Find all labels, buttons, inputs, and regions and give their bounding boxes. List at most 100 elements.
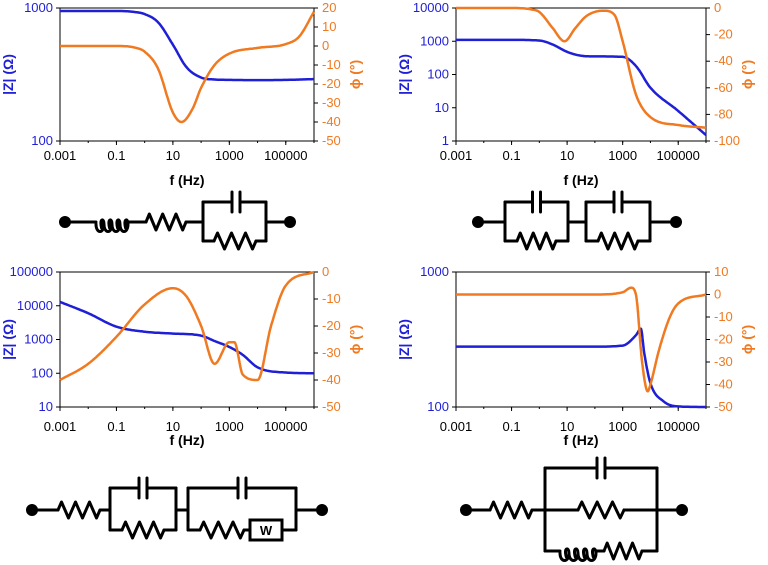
magnitude-series <box>456 327 707 409</box>
phase-series <box>59 270 315 382</box>
right-tick-label: -10 <box>322 57 341 72</box>
resistor-symbol <box>120 520 166 540</box>
x-tick-label: 100000 <box>657 419 700 434</box>
x-axis-label: f (Hz) <box>170 432 205 448</box>
right-tick-label: -20 <box>322 76 341 91</box>
right-axis-label: ϕ (°) <box>347 325 363 354</box>
x-tick-label: 100000 <box>657 148 700 163</box>
right-tick-label: -20 <box>714 27 733 42</box>
x-tick-label: 10 <box>166 148 180 163</box>
x-tick-label: 10 <box>166 419 180 434</box>
resistor-symbol <box>56 500 102 520</box>
right-tick-label: -50 <box>714 399 733 414</box>
right-tick-label: 20 <box>322 0 336 15</box>
resistor-symbol <box>602 541 644 561</box>
left-tick-label: 100 <box>427 399 449 414</box>
left-tick-label: 10000 <box>413 0 449 15</box>
right-tick-label: 0 <box>322 38 329 53</box>
x-tick-label: 0.1 <box>503 148 521 163</box>
right-tick-label: -30 <box>322 345 341 360</box>
left-tick-label: 1000 <box>420 264 449 279</box>
resistor-symbol <box>515 231 558 251</box>
right-tick-label: -30 <box>714 354 733 369</box>
terminal-node <box>284 216 296 228</box>
x-tick-label: 0.001 <box>44 148 77 163</box>
x-tick-label: 1000 <box>608 148 637 163</box>
x-tick-label: 0.1 <box>107 419 125 434</box>
plot-frame <box>455 271 707 408</box>
left-tick-label: 10 <box>39 399 53 414</box>
right-tick-label: -50 <box>322 133 341 148</box>
x-tick-label: 0.001 <box>440 419 473 434</box>
right-tick-label: -10 <box>322 291 341 306</box>
left-tick-label: 1000 <box>24 332 53 347</box>
right-tick-label: -30 <box>322 95 341 110</box>
circuit-4 <box>460 456 688 562</box>
right-axis-label: ϕ (°) <box>739 325 755 354</box>
x-tick-label: 0.001 <box>440 148 473 163</box>
left-tick-label: 1 <box>442 133 449 148</box>
x-axis-label: f (Hz) <box>564 172 599 188</box>
x-tick-label: 100000 <box>264 419 307 434</box>
magnitude-series <box>456 38 707 137</box>
left-tick-label: 10 <box>435 100 449 115</box>
resistor-symbol <box>596 231 640 251</box>
equivalent-circuits: W <box>26 190 688 562</box>
warburg-label: W <box>260 523 273 538</box>
left-tick-label: 100000 <box>10 264 53 279</box>
resistor-symbol <box>212 231 258 251</box>
right-tick-label: -80 <box>714 106 733 121</box>
right-tick-label: -60 <box>714 80 733 95</box>
x-axis-label: f (Hz) <box>564 432 599 448</box>
circuit-1 <box>59 190 296 251</box>
left-axis-label: |Z| (Ω) <box>396 319 412 360</box>
phase-series <box>456 286 707 393</box>
right-tick-label: 10 <box>714 264 728 279</box>
right-tick-label: -50 <box>322 399 341 414</box>
right-tick-label: -40 <box>714 377 733 392</box>
left-tick-label: 100 <box>427 67 449 82</box>
left-tick-label: 1000 <box>24 0 53 15</box>
plot-frame <box>455 7 707 142</box>
left-tick-label: 1000 <box>420 33 449 48</box>
x-tick-label: 0.1 <box>503 419 521 434</box>
resistor-symbol <box>198 520 246 540</box>
terminal-node <box>670 216 682 228</box>
right-tick-label: -40 <box>322 114 341 129</box>
x-tick-label: 1000 <box>215 419 244 434</box>
right-tick-label: 10 <box>322 19 336 34</box>
right-tick-label: -40 <box>322 372 341 387</box>
x-tick-label: 10 <box>560 419 574 434</box>
magnitude-series <box>60 9 315 82</box>
x-tick-label: 0.1 <box>107 148 125 163</box>
right-tick-label: -20 <box>322 318 341 333</box>
left-tick-label: 10000 <box>17 298 53 313</box>
left-axis-label: |Z| (Ω) <box>0 54 16 95</box>
phase-series <box>60 11 316 124</box>
x-tick-label: 1000 <box>608 419 637 434</box>
inductor-symbol <box>558 547 598 562</box>
resistor-symbol <box>488 500 534 520</box>
right-axis-label: ϕ (°) <box>347 60 363 89</box>
left-axis-label: |Z| (Ω) <box>396 54 412 95</box>
right-tick-label: -100 <box>714 133 740 148</box>
right-tick-label: -10 <box>714 309 733 324</box>
right-axis-label: ϕ (°) <box>739 60 755 89</box>
resistor-symbol <box>144 212 188 232</box>
right-tick-label: -40 <box>714 53 733 68</box>
terminal-node <box>316 504 328 516</box>
right-tick-label: -20 <box>714 332 733 347</box>
right-tick-label: 0 <box>714 0 721 15</box>
plot-frame <box>59 7 315 142</box>
circuit-3: W <box>26 476 328 542</box>
left-tick-label: 100 <box>31 133 53 148</box>
phase-series <box>456 6 707 129</box>
left-tick-label: 100 <box>31 365 53 380</box>
x-tick-label: 0.001 <box>44 419 77 434</box>
terminal-node <box>676 504 688 516</box>
inductor-symbol <box>94 218 130 233</box>
